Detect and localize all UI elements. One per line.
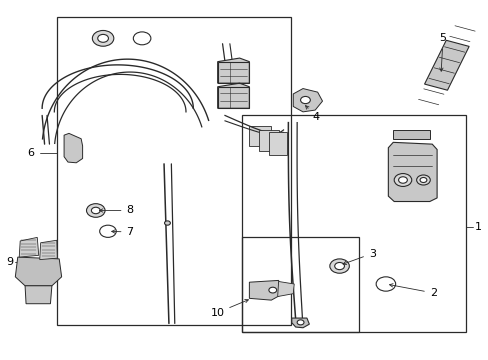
Circle shape <box>92 31 114 46</box>
Text: 9: 9 <box>6 257 13 267</box>
Circle shape <box>375 277 395 291</box>
Text: 8: 8 <box>99 206 133 216</box>
Text: 4: 4 <box>305 105 319 122</box>
Bar <box>217 62 249 83</box>
Polygon shape <box>217 58 249 83</box>
Polygon shape <box>277 282 294 297</box>
Circle shape <box>91 207 100 214</box>
Polygon shape <box>291 318 309 328</box>
Bar <box>242 237 358 332</box>
Polygon shape <box>293 89 322 112</box>
Polygon shape <box>19 237 39 257</box>
Polygon shape <box>392 130 429 139</box>
Polygon shape <box>259 130 278 151</box>
Circle shape <box>133 32 151 45</box>
Text: 5: 5 <box>439 33 446 71</box>
Circle shape <box>164 221 170 225</box>
Circle shape <box>98 35 108 42</box>
Circle shape <box>334 262 344 270</box>
Polygon shape <box>15 257 61 286</box>
Bar <box>57 17 290 325</box>
Circle shape <box>393 174 411 186</box>
Polygon shape <box>25 286 52 304</box>
Circle shape <box>86 204 105 217</box>
Text: 1: 1 <box>474 222 481 231</box>
Text: 2: 2 <box>389 284 436 298</box>
Polygon shape <box>217 83 249 108</box>
Circle shape <box>100 225 116 237</box>
Circle shape <box>419 177 426 183</box>
Circle shape <box>329 259 348 273</box>
Circle shape <box>268 287 276 293</box>
Polygon shape <box>424 40 468 90</box>
Bar <box>217 87 249 108</box>
Polygon shape <box>40 240 57 260</box>
Polygon shape <box>64 134 82 163</box>
Circle shape <box>297 320 304 325</box>
Text: 6: 6 <box>27 148 34 158</box>
Polygon shape <box>249 280 281 300</box>
Text: 7: 7 <box>111 227 133 237</box>
Circle shape <box>300 96 310 104</box>
Text: 10: 10 <box>210 300 248 318</box>
Polygon shape <box>249 126 271 146</box>
Circle shape <box>416 175 429 185</box>
Polygon shape <box>268 132 287 155</box>
Polygon shape <box>387 142 436 202</box>
Text: 3: 3 <box>343 248 375 265</box>
Bar <box>242 116 466 332</box>
Circle shape <box>398 177 407 183</box>
